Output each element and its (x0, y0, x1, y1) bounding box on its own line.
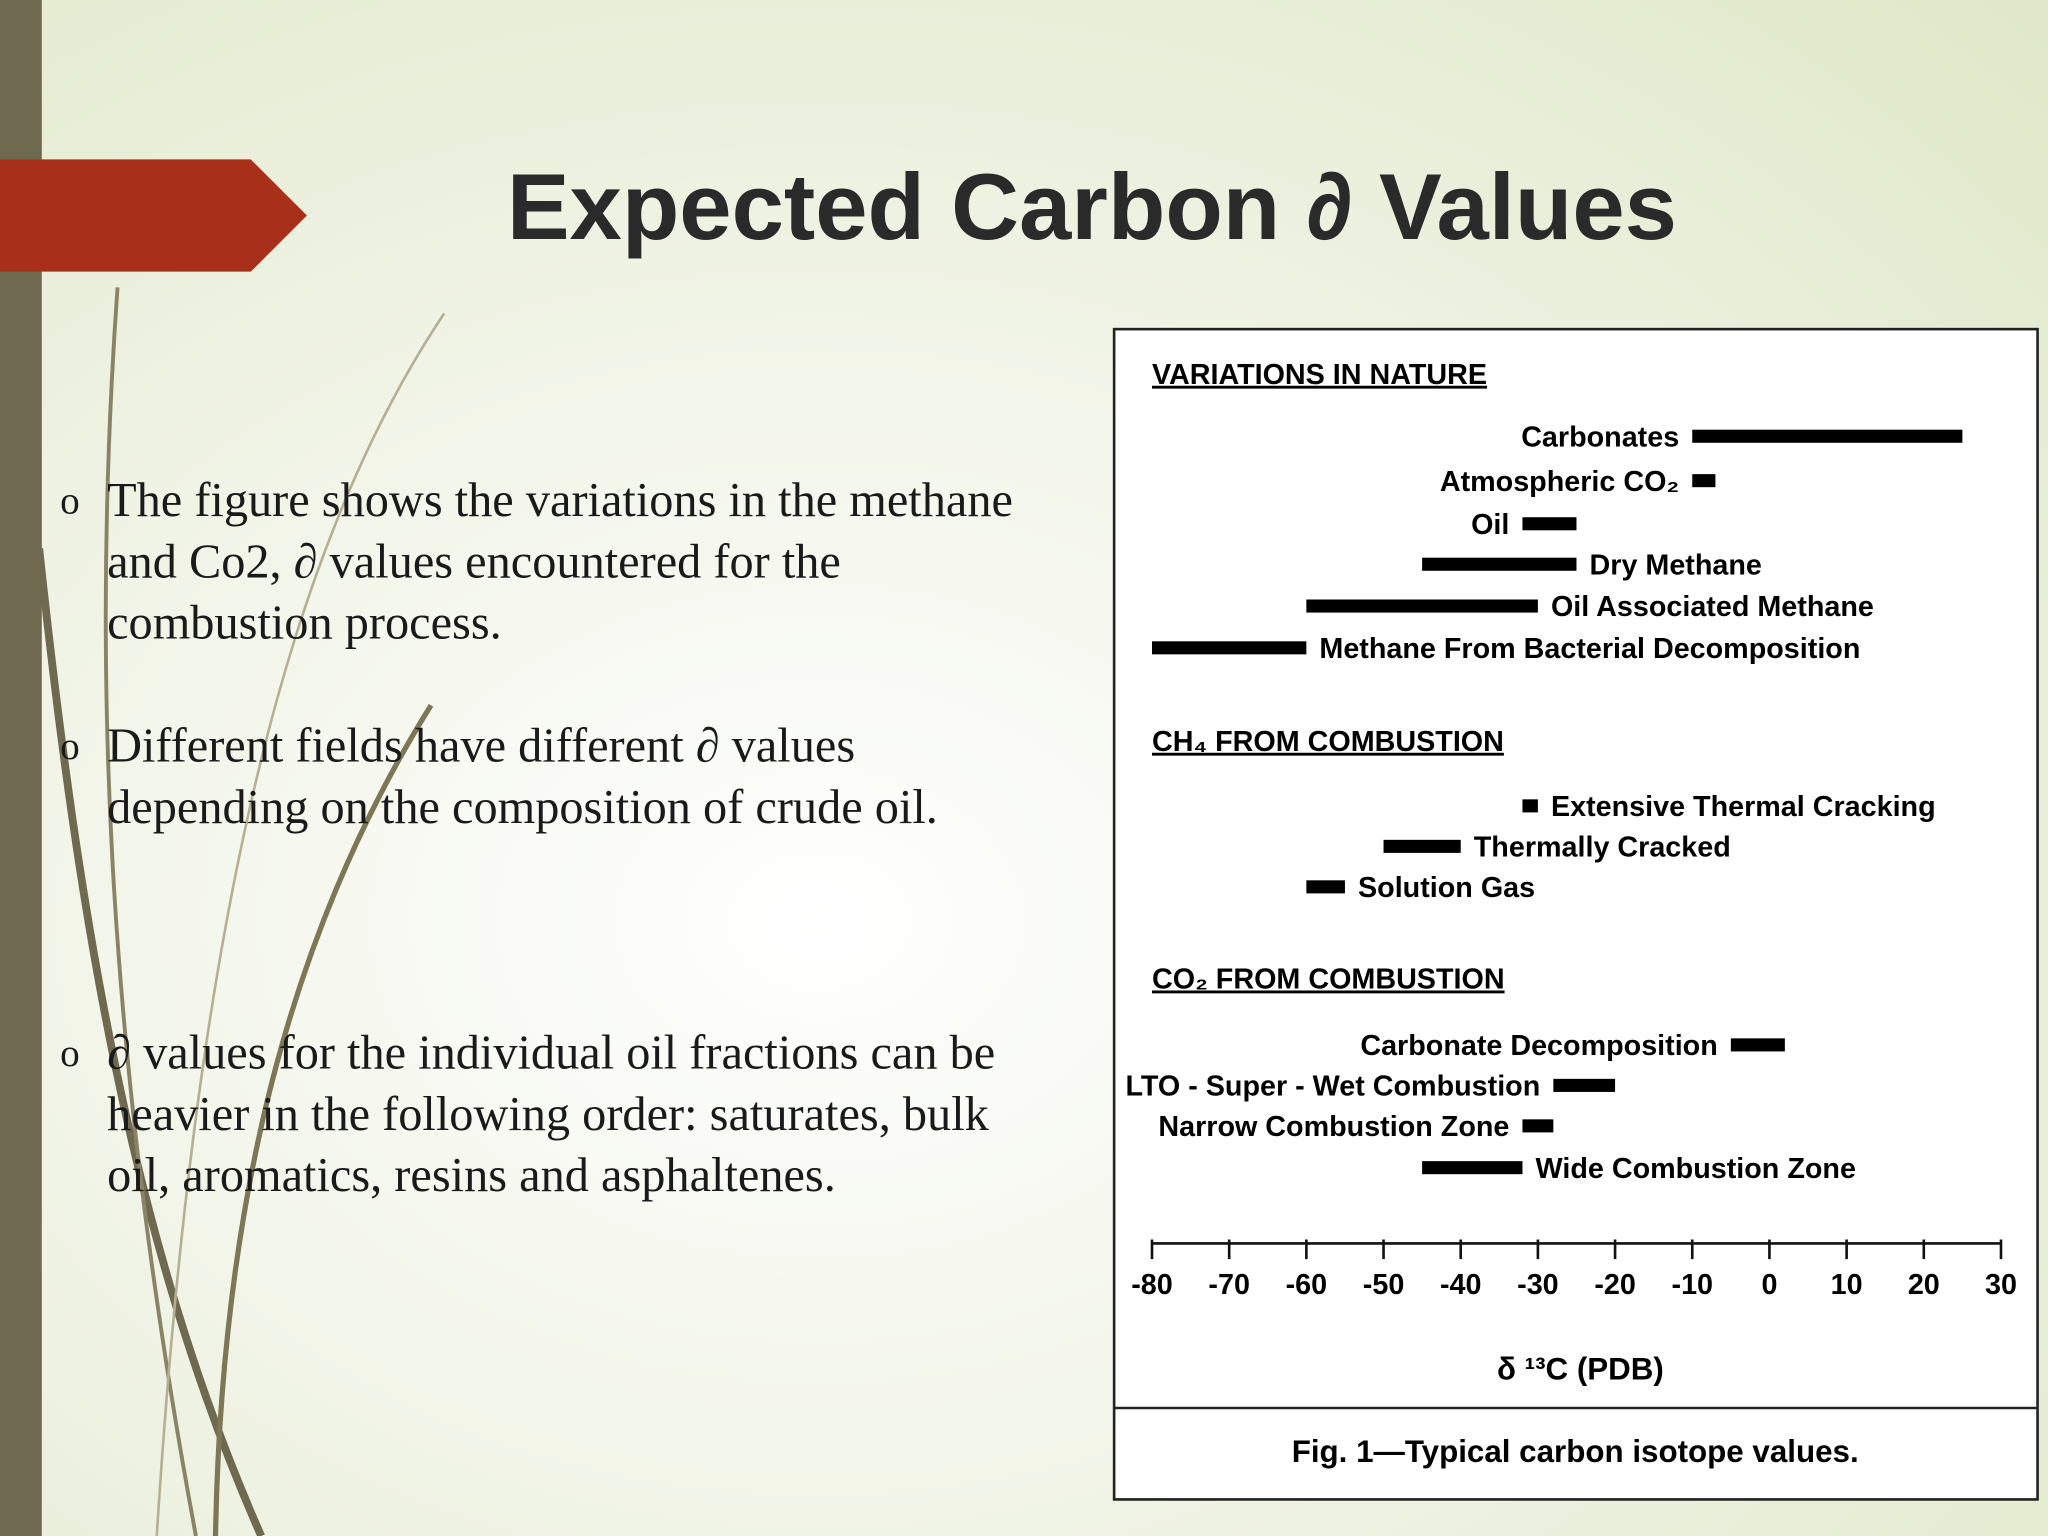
decor-curve (155, 312, 446, 1536)
bar-label: LTO - Super - Wet Combustion (1125, 1071, 1540, 1103)
x-tick-label: -20 (1594, 1269, 1636, 1301)
x-tick-label: -30 (1517, 1269, 1559, 1301)
range-bar (1553, 1078, 1616, 1092)
x-tick-label: 10 (1831, 1269, 1863, 1301)
bar-label: Carbonates (1521, 421, 1679, 453)
bar-label: Oil (1471, 509, 1509, 541)
range-bar (1522, 1119, 1554, 1133)
bar-label: Extensive Thermal Cracking (1551, 791, 1936, 823)
x-tick-label: -10 (1672, 1269, 1714, 1301)
group-title: VARIATIONS IN NATURE (1152, 359, 1487, 391)
group-title: CH₄ FROM COMBUSTION (1152, 726, 1504, 758)
bar-label: Methane From Bacterial Decomposition (1319, 633, 1860, 665)
x-axis-label: δ ¹³C (PDB) (1497, 1352, 1664, 1387)
decor-curve (212, 703, 434, 1536)
range-bar (1306, 599, 1538, 613)
x-tick-label: -50 (1363, 1269, 1405, 1301)
bullet: o ∂ values for the individual oil fractio… (60, 1026, 996, 1203)
range-bar (1383, 839, 1461, 853)
range-bar (1522, 517, 1577, 531)
range-bar (1692, 429, 1963, 443)
bar-label: Atmospheric CO₂ (1440, 466, 1679, 498)
bar-label: Wide Combustion Zone (1536, 1153, 1856, 1185)
figure-caption: Fig. 1—Typical carbon isotope values. (1292, 1434, 1859, 1469)
x-tick-label: 30 (1985, 1269, 2017, 1301)
bar-label: Solution Gas (1358, 872, 1535, 904)
figure-frame (1112, 327, 2039, 1501)
range-bar (1422, 557, 1577, 571)
range-bar (1522, 799, 1538, 813)
x-tick-label: -60 (1286, 1269, 1328, 1301)
bar-label: Carbonate Decomposition (1360, 1030, 1717, 1062)
x-tick-label: -80 (1131, 1269, 1173, 1301)
group-title: CO₂ FROM COMBUSTION (1152, 963, 1505, 995)
slide-title: Expected Carbon ∂ Values (506, 155, 1677, 260)
decor-curve (35, 548, 265, 1536)
range-bar (1306, 880, 1345, 894)
bar-label: Dry Methane (1590, 549, 1762, 581)
title-arrow (0, 159, 307, 272)
range-bar (1730, 1038, 1785, 1052)
bar-label: Narrow Combustion Zone (1158, 1111, 1509, 1143)
x-tick-label: -70 (1208, 1269, 1250, 1301)
bullet: o The figure shows the variations in the … (60, 474, 1013, 651)
decor-curve (103, 287, 198, 1536)
bullet-text: Different fields have different ∂ values… (107, 719, 938, 835)
range-bar (1692, 474, 1716, 488)
range-bar (1151, 641, 1307, 655)
bullet: o Different fields have different ∂ value… (60, 719, 938, 835)
bar-label: Oil Associated Methane (1551, 591, 1874, 623)
bullet-text: ∂ values for the individual oil fraction… (107, 1026, 996, 1203)
x-tick-label: -40 (1440, 1269, 1482, 1301)
range-bar (1422, 1161, 1523, 1175)
x-tick-label: 0 (1761, 1269, 1777, 1301)
bar-label: Thermally Cracked (1474, 832, 1731, 864)
bullet-text: The figure shows the variations in the m… (107, 474, 1013, 651)
x-tick-label: 20 (1908, 1269, 1940, 1301)
